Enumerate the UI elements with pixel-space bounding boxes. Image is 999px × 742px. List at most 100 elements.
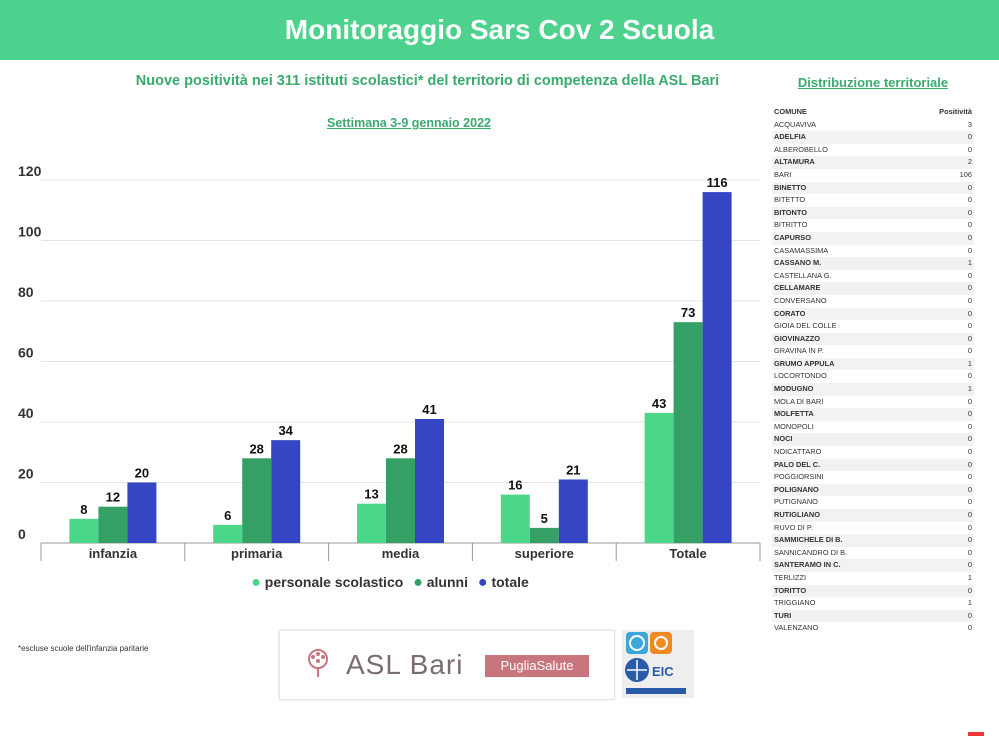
- positivita-cell: 0: [908, 584, 974, 598]
- comune-cell: CELLAMARE: [772, 282, 909, 295]
- comune-cell: CONVERSANO: [774, 295, 827, 305]
- table-row: CORATO 0: [772, 307, 974, 321]
- asl-logo-text: ASL Bari: [346, 649, 464, 680]
- data-label: 8: [80, 502, 87, 517]
- data-label: 12: [106, 490, 120, 505]
- bar: [242, 458, 272, 543]
- data-label: 116: [707, 175, 728, 190]
- comune-cell: ACQUAVIVA: [774, 119, 817, 129]
- legend-item-totale: ● totale: [477, 574, 529, 591]
- table-row: POLIGNANO 0: [772, 483, 974, 497]
- positivita-cell: 0: [908, 307, 974, 321]
- week-label: Settimana 3-9 gennaio 2022: [327, 116, 491, 130]
- comune-cell: ALBEROBELLO: [774, 144, 828, 154]
- positivita-cell: 0: [967, 522, 972, 532]
- comune-cell: CORATO: [772, 307, 909, 321]
- distribution-table: COMUNE Positività ACQUAVIVA 3 ADELFIA 0 ALBE…: [772, 106, 974, 635]
- positivita-cell: 0: [908, 408, 974, 421]
- table-row: MOLA DI BARI 0: [772, 396, 974, 409]
- table-row: NOICATTARO 0: [772, 446, 974, 459]
- positivita-cell: 0: [967, 396, 972, 406]
- positivita-cell: 0: [967, 195, 972, 205]
- comune-cell: GIOIA DEL COLLE: [774, 321, 837, 331]
- positivita-cell: 0: [967, 321, 972, 331]
- positivita-cell: 2: [908, 156, 974, 169]
- comune-cell: POLIGNANO: [772, 483, 909, 497]
- bar: [357, 503, 386, 543]
- legend-dot-icon: ●: [477, 574, 488, 591]
- asl-bari-logo: ASL Bari PugliaSalute: [279, 630, 615, 700]
- table-row: CELLAMARE 0: [772, 282, 974, 295]
- legend-label: alunni: [426, 574, 468, 590]
- bar: [127, 482, 157, 543]
- table-row: GIOVINAZZO 0: [772, 332, 974, 346]
- comune-cell: BITETTO: [774, 195, 806, 205]
- positivita-cell: 0: [967, 371, 972, 381]
- comune-cell: TRIGGIANO: [774, 598, 816, 608]
- legend-dot-icon: ●: [413, 574, 423, 591]
- table-row: ALBEROBELLO 0: [772, 144, 974, 157]
- comune-cell: GRUMO APPULA: [772, 357, 909, 371]
- distribution-title: Distribuzione territoriale: [797, 75, 949, 90]
- x-tick-label: infanzia: [89, 546, 138, 561]
- positivita-cell: 0: [908, 282, 974, 295]
- comune-cell: GIOVINAZZO: [772, 332, 909, 346]
- positivita-cell: 0: [967, 220, 972, 230]
- positivita-cell: 1: [908, 357, 974, 371]
- pugliasalute-badge: PugliaSalute: [485, 655, 589, 677]
- comune-cell: CASSANO M.: [772, 257, 909, 270]
- eic-bar: [626, 688, 686, 694]
- comune-cell: BINETTO: [772, 181, 909, 195]
- table-row: CAPURSO 0: [772, 231, 974, 245]
- table-row: SANTERAMO IN C. 0: [772, 559, 974, 572]
- table-row: BARI 106: [772, 169, 974, 182]
- positivita-cell: 0: [908, 231, 974, 245]
- table-row: TRIGGIANO 1: [772, 597, 974, 610]
- y-tick-label: 100: [18, 224, 42, 240]
- comune-cell: LOCORTONDO: [774, 371, 827, 381]
- col-header-comune: COMUNE: [774, 107, 807, 116]
- table-header-row: COMUNE Positività: [772, 106, 974, 119]
- comune-cell: CASTELLANA G.: [774, 270, 832, 280]
- positivita-cell: 0: [967, 295, 972, 305]
- bar: [500, 494, 530, 543]
- data-label: 28: [393, 441, 407, 456]
- comune-cell: SAMMICHELE DI B.: [772, 534, 909, 547]
- positivita-cell: 0: [908, 332, 974, 346]
- table-row: ACQUAVIVA 3: [772, 119, 974, 132]
- chart-subtitle: Nuove positività nei 311 istituti scolas…: [0, 73, 855, 89]
- data-label: 5: [541, 511, 548, 526]
- data-label: 34: [278, 423, 293, 438]
- x-tick-label: primaria: [231, 546, 283, 561]
- footnote: *escluse scuole dell'infanzia paritarie: [18, 644, 149, 653]
- table-row: POGGIORSINI 0: [772, 471, 974, 484]
- table-row: BITONTO 0: [772, 206, 974, 220]
- positivita-cell: 0: [967, 547, 972, 557]
- comune-cell: MODUGNO: [772, 383, 909, 396]
- bar: [415, 418, 444, 543]
- positivita-cell: 0: [967, 623, 972, 633]
- data-label: 43: [652, 396, 666, 411]
- bar: [213, 524, 243, 543]
- comune-cell: PALO DEL C.: [772, 458, 909, 472]
- table-row: TURI 0: [772, 609, 974, 623]
- data-label: 41: [422, 402, 436, 417]
- table-row: PALO DEL C. 0: [772, 458, 974, 472]
- legend-item-personale: ● personale scolastico: [251, 574, 407, 591]
- positivita-cell: 0: [967, 497, 972, 507]
- positivita-cell: 0: [967, 245, 972, 255]
- data-label: 6: [224, 508, 231, 523]
- positivita-cell: 0: [908, 534, 974, 547]
- positivita-cell: 0: [908, 609, 974, 623]
- positivita-cell: 0: [908, 181, 974, 195]
- eic-logo-text: EIC: [652, 664, 674, 679]
- table-row: GRAVINA IN P. 0: [772, 345, 974, 358]
- y-tick-label: 60: [18, 345, 34, 361]
- table-row: LOCORTONDO 0: [772, 370, 974, 383]
- table-row: MOLFETTA 0: [772, 408, 974, 421]
- bar: [69, 518, 99, 543]
- table-row: GRUMO APPULA 1: [772, 357, 974, 371]
- eic-emblem-icon: [625, 632, 672, 682]
- bar: [558, 479, 588, 543]
- table-row: CASSANO M. 1: [772, 257, 974, 270]
